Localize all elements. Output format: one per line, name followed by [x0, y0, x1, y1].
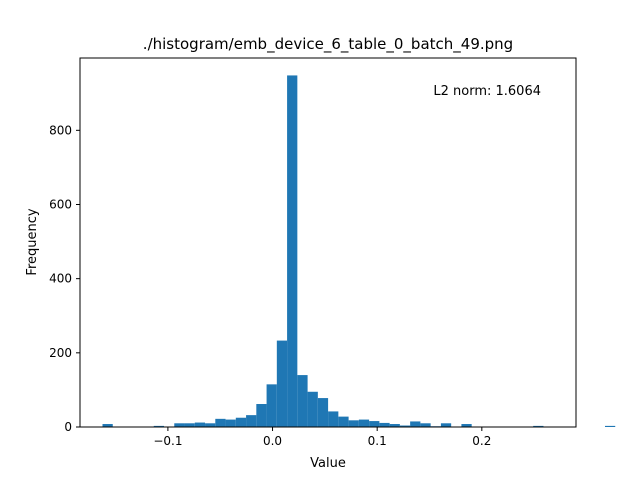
histogram-bar [266, 384, 277, 427]
histogram-bar [410, 421, 421, 427]
histogram-bar [461, 424, 472, 427]
y-tick-label: 0 [64, 420, 72, 434]
histogram-bar [348, 420, 359, 427]
histogram-bar [102, 424, 113, 427]
histogram-bar [420, 423, 431, 427]
histogram-bar [440, 423, 452, 427]
histogram-bar [604, 425, 616, 427]
plot-frame [79, 57, 577, 428]
histogram-bar [369, 421, 380, 427]
histogram-bar [256, 404, 267, 427]
y-axis-label: Frequency [25, 208, 40, 275]
histogram-bar [287, 75, 298, 428]
x-axis-ticks: −0.1 0.0 0.1 0.2 [153, 427, 491, 448]
histogram-bar [399, 425, 411, 427]
x-tick-label: 0.0 [263, 434, 282, 448]
x-tick-label: 0.2 [472, 434, 491, 448]
histogram-bar [328, 411, 339, 427]
y-axis-ticks: 0 200 400 600 800 [49, 123, 80, 434]
y-tick-label: 400 [49, 272, 72, 286]
l2-norm-annotation: L2 norm: 1.6064 [433, 84, 541, 99]
histogram-bar [317, 398, 329, 427]
chart-title: ./histogram/emb_device_6_table_0_batch_4… [143, 35, 513, 54]
histogram-bar [153, 425, 165, 427]
histogram-bar [184, 423, 195, 427]
histogram-bar [358, 419, 370, 427]
y-tick-label: 200 [49, 346, 72, 360]
x-tick-label: 0.1 [368, 434, 387, 448]
histogram-bar [215, 418, 226, 427]
histogram-bar [389, 424, 400, 427]
histogram-bar [297, 375, 308, 427]
histogram-bar [379, 422, 390, 427]
y-tick-label: 800 [49, 123, 72, 137]
histogram-bars [102, 75, 616, 428]
histogram-bar [225, 419, 236, 427]
histogram-bar [338, 416, 349, 427]
histogram-bar [307, 391, 318, 427]
histogram-bar [533, 425, 544, 427]
x-axis-label: Value [310, 456, 346, 471]
histogram-bar [194, 422, 206, 427]
x-tick-label: −0.1 [153, 434, 182, 448]
histogram-bar [276, 340, 288, 427]
histogram-bar [174, 423, 185, 427]
histogram-bar [205, 423, 216, 427]
y-tick-label: 600 [49, 197, 72, 211]
histogram-bar [246, 415, 257, 427]
histogram-bar [235, 417, 247, 427]
